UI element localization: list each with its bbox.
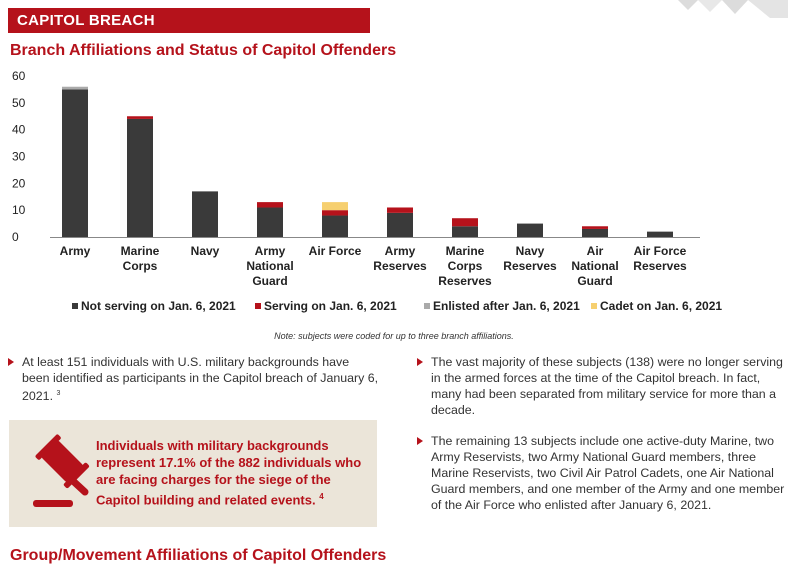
callout-text-body: Individuals with military backgrounds re…: [96, 438, 362, 508]
legend-label: Not serving on Jan. 6, 2021: [81, 299, 236, 313]
x-category-label-line: Reserves: [438, 274, 492, 288]
section-title-group-affiliations: Group/Movement Affiliations of Capitol O…: [10, 547, 387, 564]
bar-segment: [387, 212, 413, 237]
legend-cadet: Cadet on Jan. 6, 2021: [591, 299, 722, 313]
x-category-label: Navy: [191, 244, 220, 258]
x-category-label-line: Reserves: [633, 259, 687, 273]
footnote-ref: 3: [56, 390, 61, 397]
bullet-left-text: At least 151 individuals with U.S. milit…: [22, 355, 379, 404]
y-tick-label: 40: [12, 123, 26, 137]
legend-serving: Serving on Jan. 6, 2021: [255, 299, 397, 313]
bar-segment: [582, 226, 608, 229]
x-category-label-line: National: [246, 259, 293, 273]
bar-segment: [192, 191, 218, 237]
bar-segment: [62, 89, 88, 238]
bar-segment: [452, 226, 478, 237]
y-tick-label: 60: [12, 69, 26, 83]
corner-decoration: [678, 0, 788, 18]
bar-segment: [647, 231, 673, 237]
bar-segment: [517, 223, 543, 237]
x-category-label: Navy Reserves: [503, 244, 557, 273]
x-category-label: Marine Corps: [121, 244, 160, 273]
y-tick-label: 20: [12, 176, 26, 190]
y-tick-label: 50: [12, 96, 26, 110]
callout-box: Individuals with military backgrounds re…: [9, 420, 377, 527]
x-category-label-line: Reserves: [503, 259, 557, 273]
legend-swatch-enlisted: [424, 303, 430, 309]
bullet-right-1: The vast majority of these subjects (138…: [417, 354, 783, 418]
chart-title: Branch Affiliations and Status of Capito…: [10, 42, 397, 59]
x-category-label-line: Guard: [577, 274, 612, 288]
legend-swatch-serving: [255, 303, 261, 309]
y-tick-label: 0: [12, 230, 19, 244]
legend-not-serving: Not serving on Jan. 6, 2021: [72, 299, 236, 313]
x-category-label: Air National Guard: [571, 244, 618, 288]
x-category-label: Army Reserves: [373, 244, 427, 273]
bullet-right-1-text: The vast majority of these subjects (138…: [431, 355, 783, 417]
bar-segment: [257, 202, 283, 208]
bar-segment: [582, 228, 608, 237]
bar-segment: [387, 207, 413, 213]
bullet-left: At least 151 individuals with U.S. milit…: [8, 354, 380, 404]
x-category-label: Army: [60, 244, 91, 258]
x-category-label-line: Navy: [191, 244, 220, 258]
gavel-icon: [33, 434, 90, 507]
x-category-label-line: Air Force: [309, 244, 362, 258]
x-category-label: Marine Corps Reserves: [438, 244, 492, 288]
legend-swatch-cadet: [591, 303, 597, 309]
x-category-label-line: Guard: [252, 274, 287, 288]
y-tick-label: 10: [12, 203, 26, 217]
bullet-right-2: The remaining 13 subjects include one ac…: [417, 433, 787, 513]
x-category-label: Army National Guard: [246, 244, 293, 288]
bar-segment: [452, 218, 478, 227]
bullet-arrow-icon: [417, 437, 423, 445]
x-category-label-line: Air Force: [634, 244, 687, 258]
legend-enlisted-after: Enlisted after Jan. 6, 2021: [424, 299, 580, 313]
x-category-label-line: Navy: [516, 244, 545, 258]
callout-text: Individuals with military backgrounds re…: [96, 437, 366, 508]
x-category-label-line: National: [571, 259, 618, 273]
x-category-label-line: Army: [255, 244, 286, 258]
x-category-label-line: Corps: [123, 259, 158, 273]
legend-swatch-not-serving: [72, 303, 78, 309]
x-category-label-line: Marine: [446, 244, 485, 258]
x-category-label-line: Army: [60, 244, 91, 258]
y-tick-label: 30: [12, 150, 26, 164]
bar-segment: [62, 86, 88, 90]
bullet-arrow-icon: [8, 358, 14, 366]
x-category-label: Air Force: [309, 244, 362, 258]
x-category-label-line: Army: [385, 244, 416, 258]
section-banner: CAPITOL BREACH: [8, 8, 370, 33]
x-category-label-line: Air: [587, 244, 604, 258]
x-category-label-line: Reserves: [373, 259, 427, 273]
bar-segment: [127, 116, 153, 119]
bar-segment: [257, 207, 283, 237]
x-category-label: Air Force Reserves: [633, 244, 687, 273]
chart-note: Note: subjects were coded for up to thre…: [274, 331, 514, 341]
bullet-arrow-icon: [417, 358, 423, 366]
bullet-right-2-text: The remaining 13 subjects include one ac…: [431, 434, 785, 512]
bar-segment: [322, 210, 348, 216]
x-category-label-line: Corps: [448, 259, 483, 273]
bar-segment: [322, 202, 348, 211]
legend-label: Serving on Jan. 6, 2021: [264, 299, 397, 313]
x-category-label-line: Marine: [121, 244, 160, 258]
bar-segment: [322, 215, 348, 237]
footnote-ref: 4: [319, 492, 324, 501]
legend-label: Cadet on Jan. 6, 2021: [600, 299, 723, 313]
legend-label: Enlisted after Jan. 6, 2021: [433, 299, 580, 313]
bar-segment: [127, 118, 153, 237]
